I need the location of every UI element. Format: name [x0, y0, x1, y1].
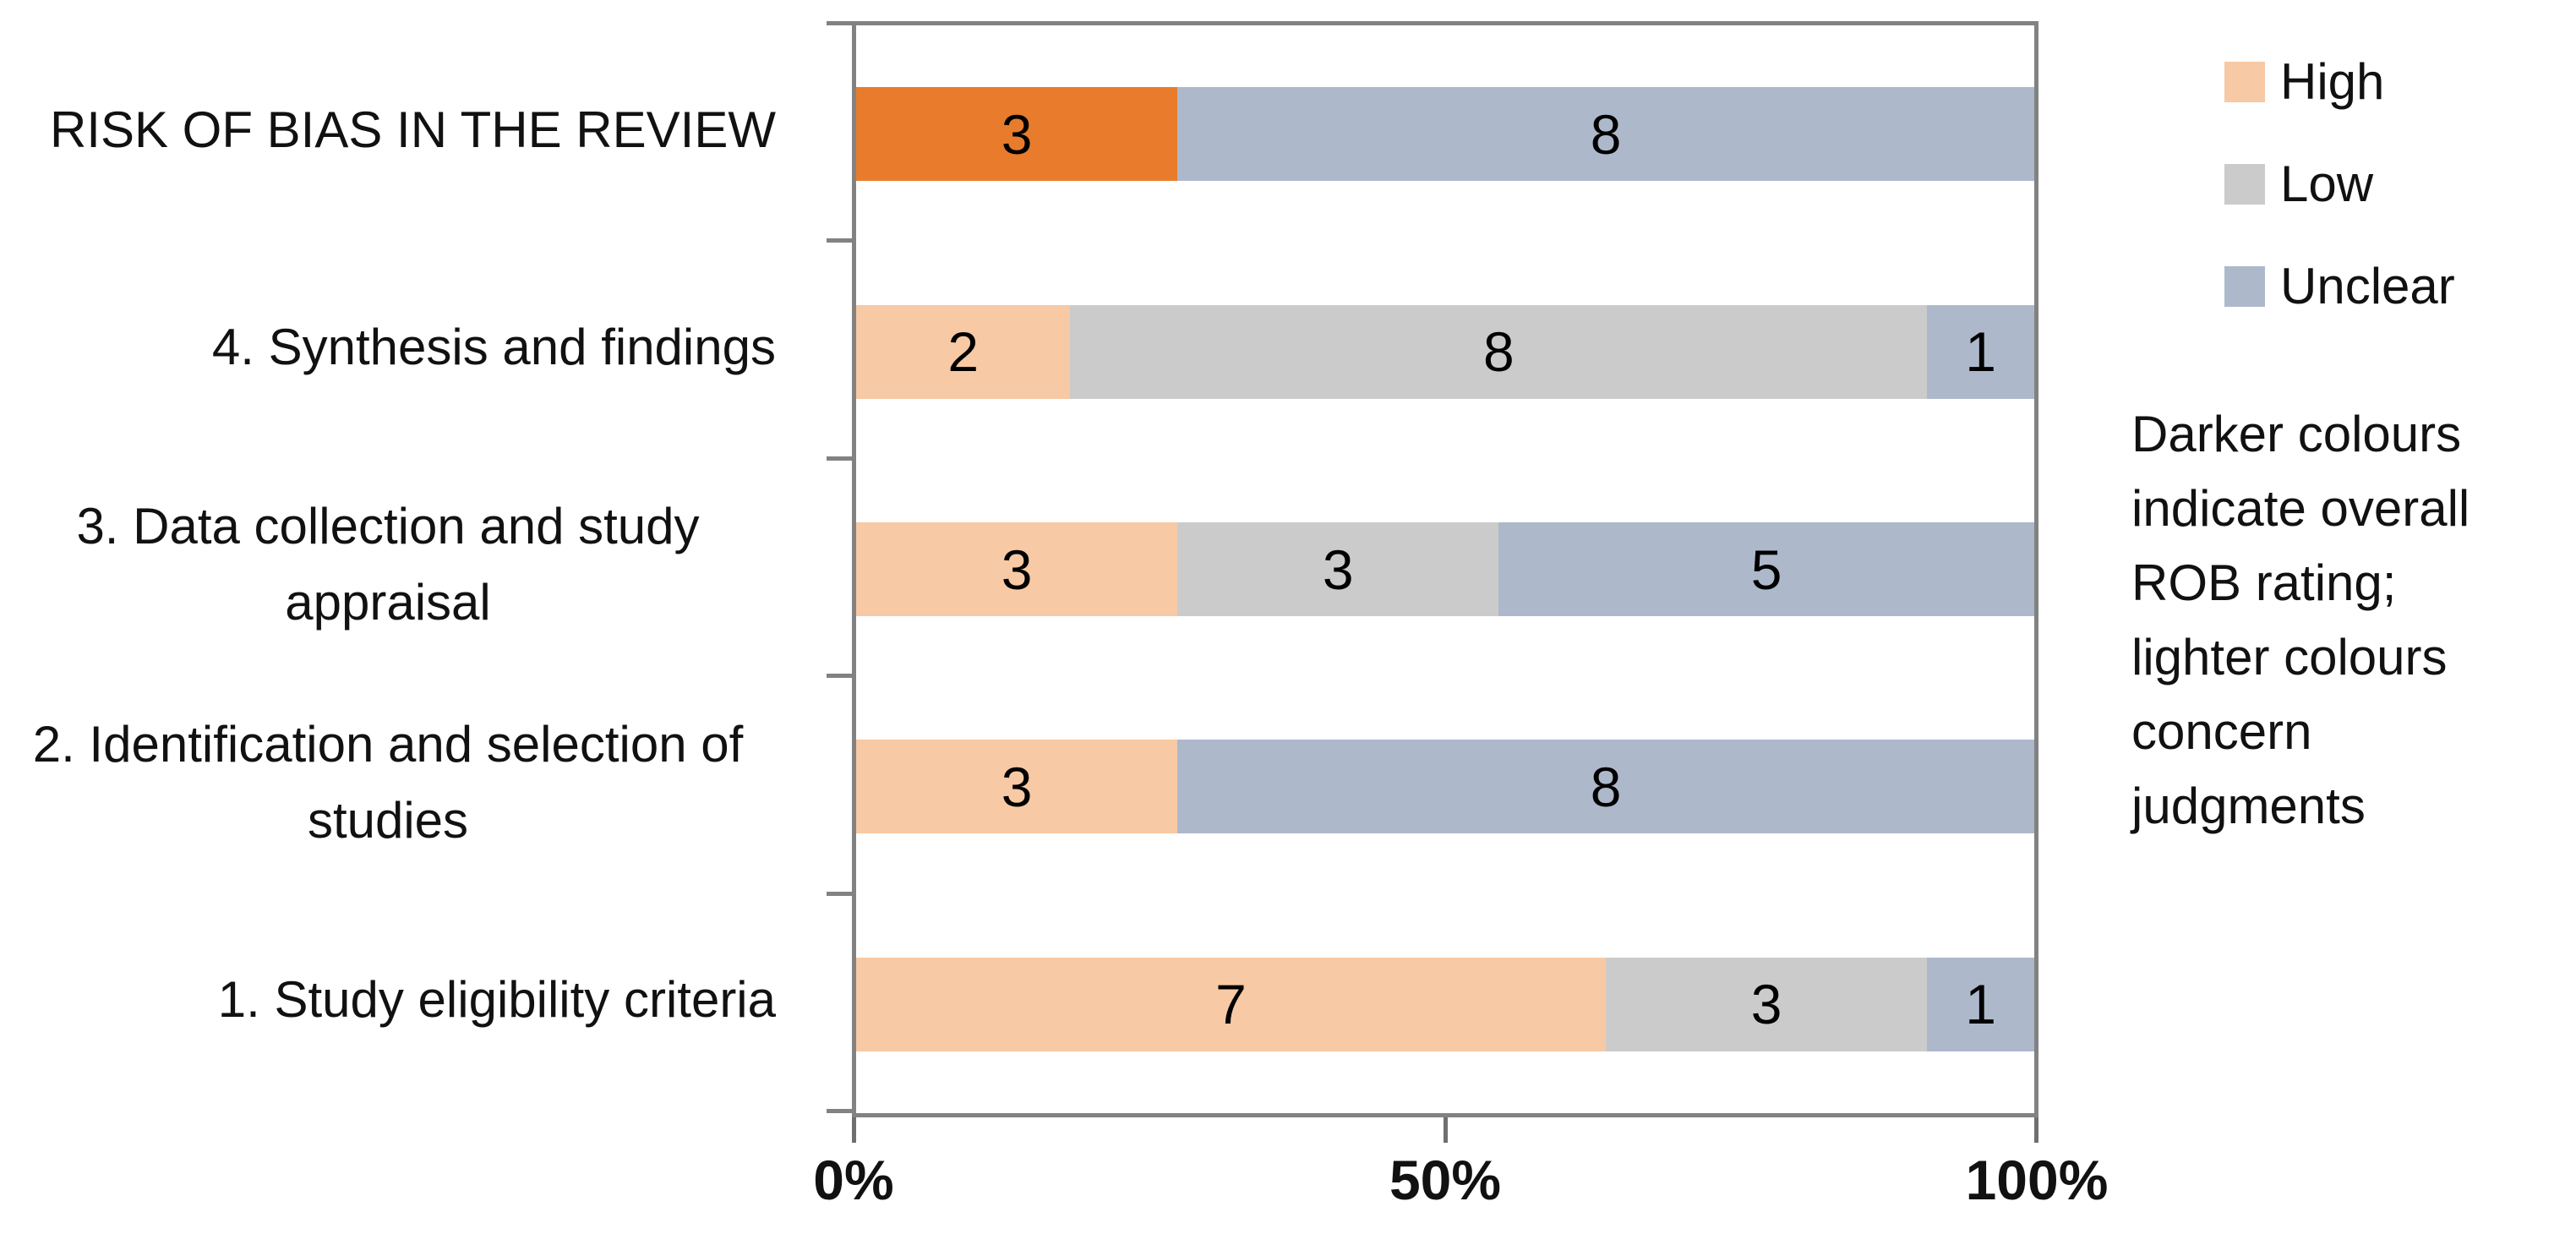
bar-segment-low: 3: [1606, 957, 1928, 1051]
segment-value-label: 3: [1322, 538, 1354, 601]
bar-segment-unclear: 1: [1927, 957, 2034, 1051]
bar-segment-unclear: 8: [1177, 740, 2034, 834]
legend-swatch-unclear-icon: [2224, 265, 2265, 307]
bar-segment-high: 3: [856, 522, 1178, 616]
bar-segment-high: 2: [856, 304, 1071, 399]
segment-value-label: 8: [1590, 102, 1622, 166]
y-axis-tick-0: [827, 21, 854, 25]
y-axis-tick-5: [827, 1109, 854, 1113]
bar-row-2: 3 3 5: [856, 522, 2034, 616]
segment-value-label: 1: [1965, 973, 1996, 1036]
category-label-1: 4. Synthesis and findings: [0, 238, 811, 456]
bar-segment-high: 7: [856, 957, 1607, 1051]
legend-label-unclear: Unclear: [2280, 258, 2455, 314]
bar-segment-unclear: 5: [1498, 522, 2034, 616]
legend-label-high: High: [2280, 53, 2385, 110]
y-axis-tick-4: [827, 891, 854, 896]
bar-segment-low: 3: [1177, 522, 1499, 616]
segment-value-label: 3: [1750, 973, 1782, 1036]
x-axis-label-100: 100%: [1965, 1149, 2109, 1211]
bar-segment-unclear: 8: [1177, 87, 2034, 182]
category-label-0: RISK OF BIAS IN THE REVIEW: [0, 21, 811, 238]
legend-swatch-low-icon: [2224, 163, 2265, 205]
category-label-3: 2. Identification and selection of studi…: [0, 674, 811, 891]
x-axis-tick-100: [2034, 1117, 2038, 1143]
segment-value-label: 3: [1001, 538, 1033, 601]
legend-label-low: Low: [2280, 156, 2374, 212]
category-label-text: 2. Identification and selection of studi…: [32, 715, 744, 849]
category-label-text: 3. Data collection and study appraisal: [76, 498, 700, 631]
segment-value-label: 1: [1965, 320, 1996, 384]
colour-key-annotation: Darker colours indicate overall ROB rati…: [2131, 406, 2470, 834]
category-label-4: 1. Study eligibility criteria: [0, 892, 811, 1109]
segment-value-label: 8: [1483, 320, 1514, 384]
segment-value-label: 5: [1750, 538, 1782, 601]
segment-value-label: 8: [1590, 755, 1622, 818]
x-axis-tick-0: [852, 1117, 856, 1143]
category-label-2: 3. Data collection and study appraisal: [0, 456, 811, 674]
segment-value-label: 3: [1001, 755, 1033, 818]
legend-swatch-high-icon: [2224, 61, 2265, 102]
bar-segment-high: 3: [856, 87, 1178, 182]
segment-value-label: 3: [1001, 102, 1033, 166]
segment-value-label: 7: [1215, 973, 1247, 1036]
category-label-text: 4. Synthesis and findings: [211, 319, 776, 376]
legend-item-low: Low: [2224, 155, 2455, 213]
category-label-text: 1. Study eligibility criteria: [217, 971, 776, 1029]
bar-row-4: 7 3 1: [856, 957, 2034, 1051]
bar-segment-unclear: 1: [1927, 304, 2034, 399]
category-label-text: RISK OF BIAS IN THE REVIEW: [49, 101, 776, 158]
legend-item-unclear: Unclear: [2224, 257, 2455, 315]
bar-row-1: 2 8 1: [856, 304, 2034, 399]
segment-value-label: 2: [947, 320, 980, 384]
legend: High Low Unclear: [2224, 52, 2455, 359]
x-axis-tick-50: [1444, 1117, 1448, 1143]
bar-segment-high: 3: [856, 740, 1178, 834]
x-axis-label-50: 50%: [1389, 1149, 1502, 1211]
y-axis-tick-2: [827, 456, 854, 461]
bar-segment-low: 8: [1070, 304, 1928, 399]
legend-item-high: High: [2224, 52, 2455, 111]
y-axis-tick-1: [827, 238, 854, 243]
y-axis-tick-3: [827, 674, 854, 679]
x-axis-label-0: 0%: [813, 1149, 894, 1211]
